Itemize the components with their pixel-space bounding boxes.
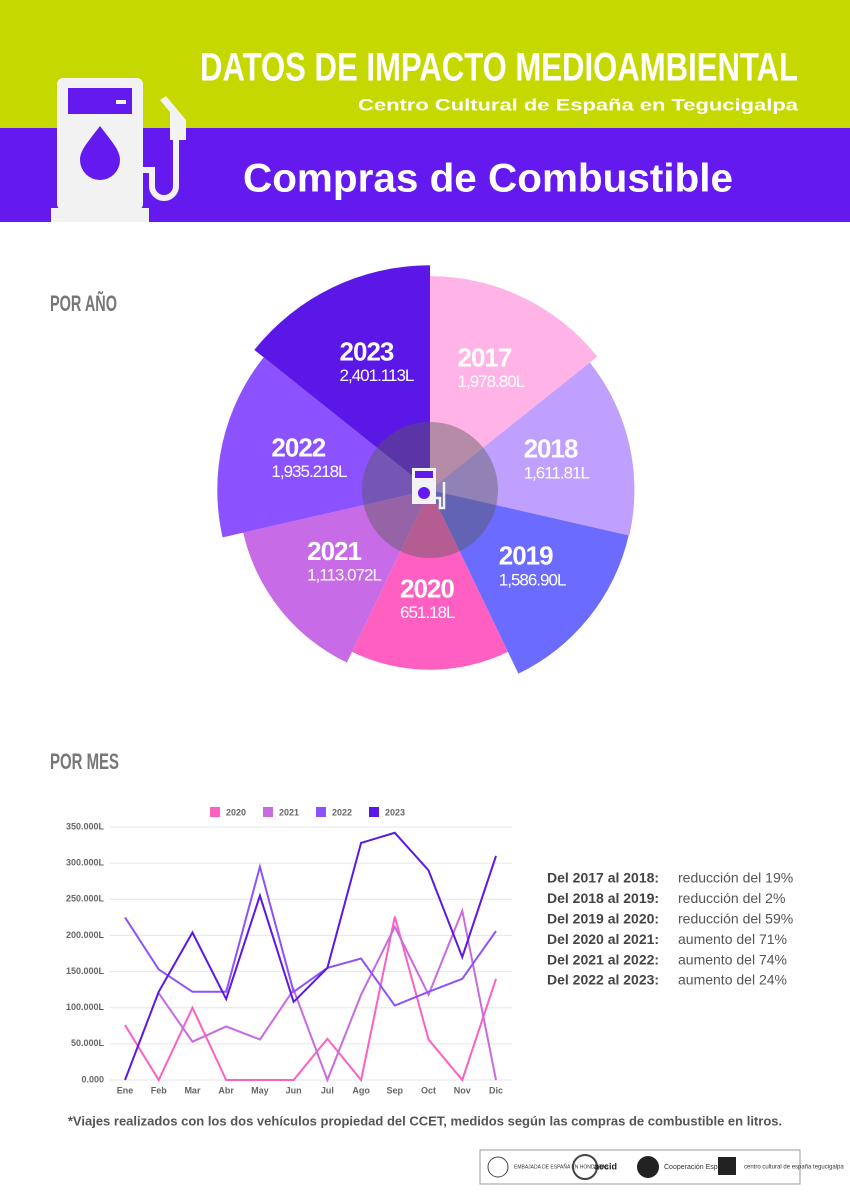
- value-label: 1,586.90L: [499, 570, 566, 589]
- legend-label: 2021: [279, 807, 299, 817]
- x-tick-label: May: [251, 1085, 269, 1095]
- value-label: 1,978.80L: [458, 372, 525, 391]
- wedge: [217, 357, 430, 538]
- x-tick-label: Abr: [218, 1085, 234, 1095]
- series-line: [124, 916, 497, 1083]
- series-line: [124, 831, 497, 1081]
- wedge: [352, 490, 508, 670]
- x-tick-label: Nov: [454, 1085, 471, 1095]
- year-label: 2017: [458, 342, 512, 372]
- comparison-label: Del 2018 al 2019:: [547, 890, 659, 906]
- wedge: [430, 362, 635, 536]
- x-tick-label: Oct: [421, 1085, 436, 1095]
- x-tick-label: Feb: [151, 1085, 168, 1095]
- year-label: 2023: [340, 336, 394, 366]
- center-icon: [412, 468, 446, 510]
- icon-hose: [436, 482, 446, 510]
- year-label: 2021: [307, 536, 361, 566]
- logo-text: Cooperación Española: [664, 1164, 735, 1171]
- legend-label: 2022: [332, 807, 352, 817]
- legend-label: 2023: [385, 807, 405, 817]
- comparison-label: Del 2017 al 2018:: [547, 870, 659, 886]
- x-tick-label: Ene: [117, 1085, 134, 1095]
- section-title: POR MES: [50, 749, 119, 774]
- section-title: POR AÑO: [50, 291, 117, 316]
- y-tick-label: 350.000L: [66, 821, 105, 831]
- comparisons: Del 2017 al 2018: reducción del 19% Del 20…: [547, 870, 793, 988]
- legend-swatch: [369, 807, 379, 817]
- comparison-label: Del 2019 al 2020:: [547, 911, 659, 927]
- value-label: 1,935.218L: [271, 462, 347, 481]
- wedge: [430, 276, 598, 490]
- comparison-value: reducción del 2%: [678, 890, 785, 906]
- pump-icon: [51, 78, 186, 222]
- comparison-label: Del 2021 al 2022:: [547, 951, 659, 967]
- comparison-value: aumento del 24%: [678, 972, 787, 988]
- comparison-value: reducción del 19%: [678, 870, 793, 886]
- x-tick-label: Dic: [489, 1085, 503, 1095]
- legend-label: 2020: [226, 807, 246, 817]
- comparison-label: Del 2022 al 2023:: [547, 972, 659, 988]
- logo-text: EMBAJADA DE ESPAÑA EN HONDURAS: [514, 1163, 609, 1170]
- logo-text: centro cultural de españa tegucigalpa: [744, 1165, 844, 1171]
- header-title: DATOS DE IMPACTO MEDIOAMBIENTAL: [200, 46, 798, 90]
- comparison-label: Del 2020 al 2021:: [547, 931, 659, 947]
- icon-screen: [415, 471, 433, 478]
- comparison-value: aumento del 71%: [678, 931, 787, 947]
- icon-drop: [418, 487, 430, 499]
- legend-swatch: [263, 807, 273, 817]
- wedge: [243, 490, 430, 663]
- x-tick-label: Mar: [184, 1085, 201, 1095]
- x-tick-label: Ago: [352, 1085, 370, 1095]
- logo-text: aecid: [594, 1161, 617, 1171]
- year-label: 2019: [499, 541, 553, 571]
- logos: EMBAJADA DE ESPAÑA EN HONDURAS aecid Coo…: [479, 1149, 844, 1185]
- y-tick-label: 250.000L: [66, 894, 105, 904]
- y-tick-label: 150.000L: [66, 966, 105, 976]
- wedge: [430, 490, 629, 674]
- y-tick-label: 0.000: [81, 1074, 104, 1084]
- value-label: 2,401.113L: [340, 366, 414, 385]
- year-label: 2018: [524, 434, 578, 464]
- year-label: 2020: [400, 573, 454, 603]
- legend-swatch: [210, 807, 220, 817]
- y-tick-label: 300.000L: [66, 858, 105, 868]
- header-subtitle: Centro Cultural de España en Tegucigalpa: [358, 95, 799, 114]
- legend-swatch: [316, 807, 326, 817]
- value-label: 1,113.072L: [307, 566, 381, 585]
- y-tick-label: 100.000L: [66, 1002, 105, 1012]
- comparison-value: reducción del 59%: [678, 911, 793, 927]
- year-label: 2022: [271, 433, 325, 463]
- page-title: Compras de Combustible: [243, 157, 733, 201]
- y-tick-label: 50.000L: [71, 1038, 105, 1048]
- series-line: [157, 907, 497, 1083]
- y-tick-label: 200.000L: [66, 930, 105, 940]
- x-tick-label: Sep: [387, 1085, 404, 1095]
- line-chart: 0.000 50.000L 100.000L 150.000L 200.000L 250.…: [66, 807, 512, 1095]
- footnote: *Viajes realizados con los dos vehículos…: [68, 1113, 782, 1128]
- x-tick-label: Jul: [321, 1085, 334, 1095]
- value-label: 1,611.81L: [524, 463, 590, 482]
- wedge: [254, 265, 430, 490]
- series-line: [124, 862, 497, 1007]
- value-label: 651.18L: [400, 603, 455, 622]
- x-tick-label: Jun: [286, 1085, 302, 1095]
- comparison-value: aumento del 74%: [678, 951, 787, 967]
